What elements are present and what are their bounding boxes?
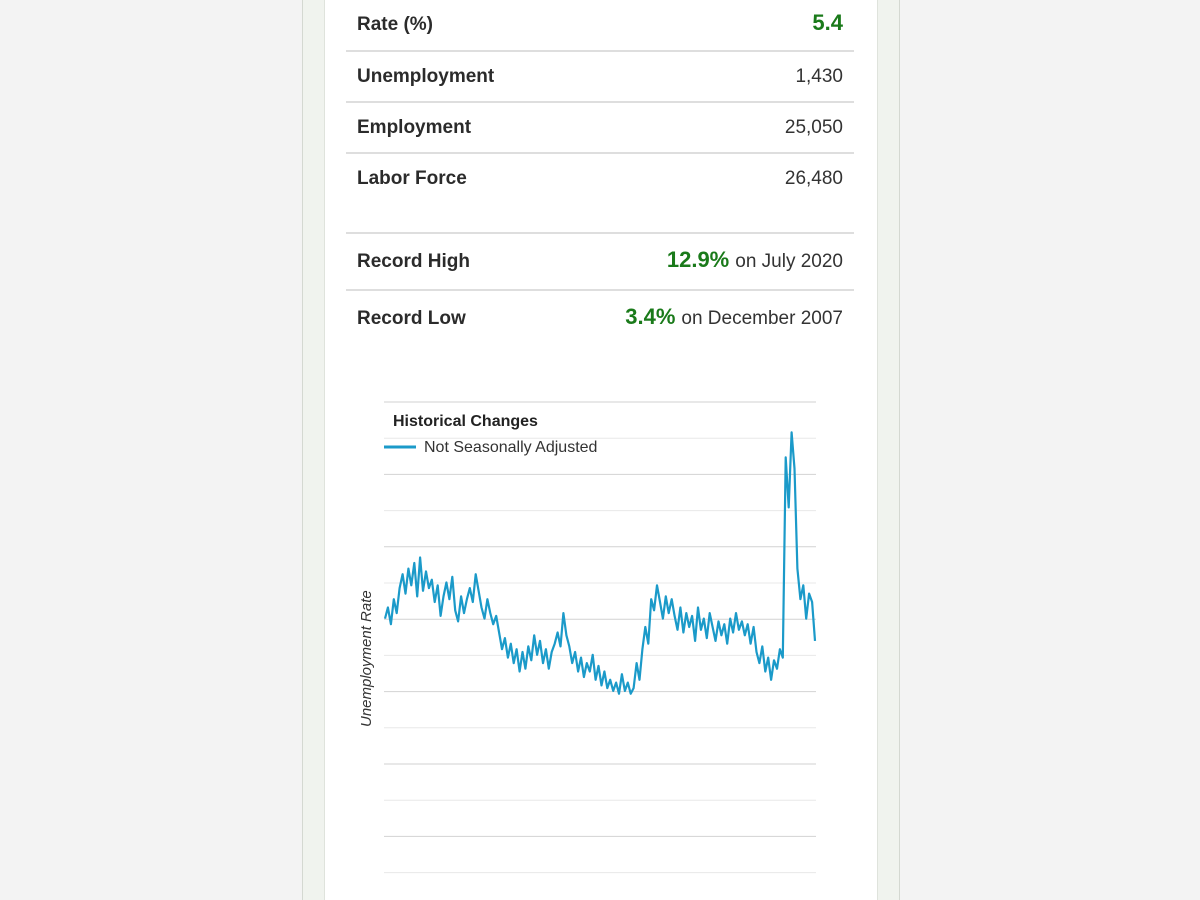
- stat-row-employment: Employment 25,050: [346, 117, 854, 139]
- unemployment-value: 1,430: [795, 66, 843, 87]
- chart-gridlines: [384, 401, 816, 874]
- stat-row-rate: Rate (%) 5.4: [346, 10, 854, 36]
- stat-row-record-high: Record High 12.9% on July 2020: [346, 247, 854, 273]
- employment-label: Employment: [357, 117, 472, 138]
- rate-value: 5.4: [812, 10, 843, 35]
- row-divider: [346, 50, 854, 52]
- stats-card: [324, 0, 878, 900]
- row-divider: [346, 289, 854, 291]
- record-low-date: on December 2007: [681, 308, 843, 329]
- labor-force-label: Labor Force: [357, 168, 467, 189]
- stat-row-record-low: Record Low 3.4% on December 2007: [346, 304, 854, 330]
- series-line-not-seasonally-adjusted: [383, 431, 817, 695]
- record-low-value: 3.4%: [625, 304, 676, 329]
- stat-row-unemployment: Unemployment 1,430: [346, 66, 854, 88]
- y-axis-label: Unemployment Rate: [358, 590, 375, 727]
- labor-force-value: 26,480: [784, 168, 843, 189]
- row-divider: [346, 101, 854, 103]
- row-divider: [346, 152, 854, 154]
- historical-changes-chart: Historical Changes Not Seasonally Adjust…: [358, 401, 817, 874]
- row-divider: [346, 232, 854, 234]
- stat-row-labor-force: Labor Force 26,480: [346, 168, 854, 190]
- record-high-label: Record High: [357, 251, 470, 272]
- record-high-group: 12.9% on July 2020: [667, 247, 843, 273]
- record-low-label: Record Low: [357, 308, 466, 329]
- record-low-group: 3.4% on December 2007: [625, 304, 843, 330]
- employment-value: 25,050: [784, 117, 843, 138]
- record-high-value: 12.9%: [666, 247, 730, 272]
- legend-label: Not Seasonally Adjusted: [424, 439, 597, 456]
- chart-title: Historical Changes: [393, 413, 538, 430]
- unemployment-label: Unemployment: [357, 66, 495, 87]
- rate-label: Rate (%): [357, 14, 434, 35]
- record-high-date: on July 2020: [735, 251, 843, 272]
